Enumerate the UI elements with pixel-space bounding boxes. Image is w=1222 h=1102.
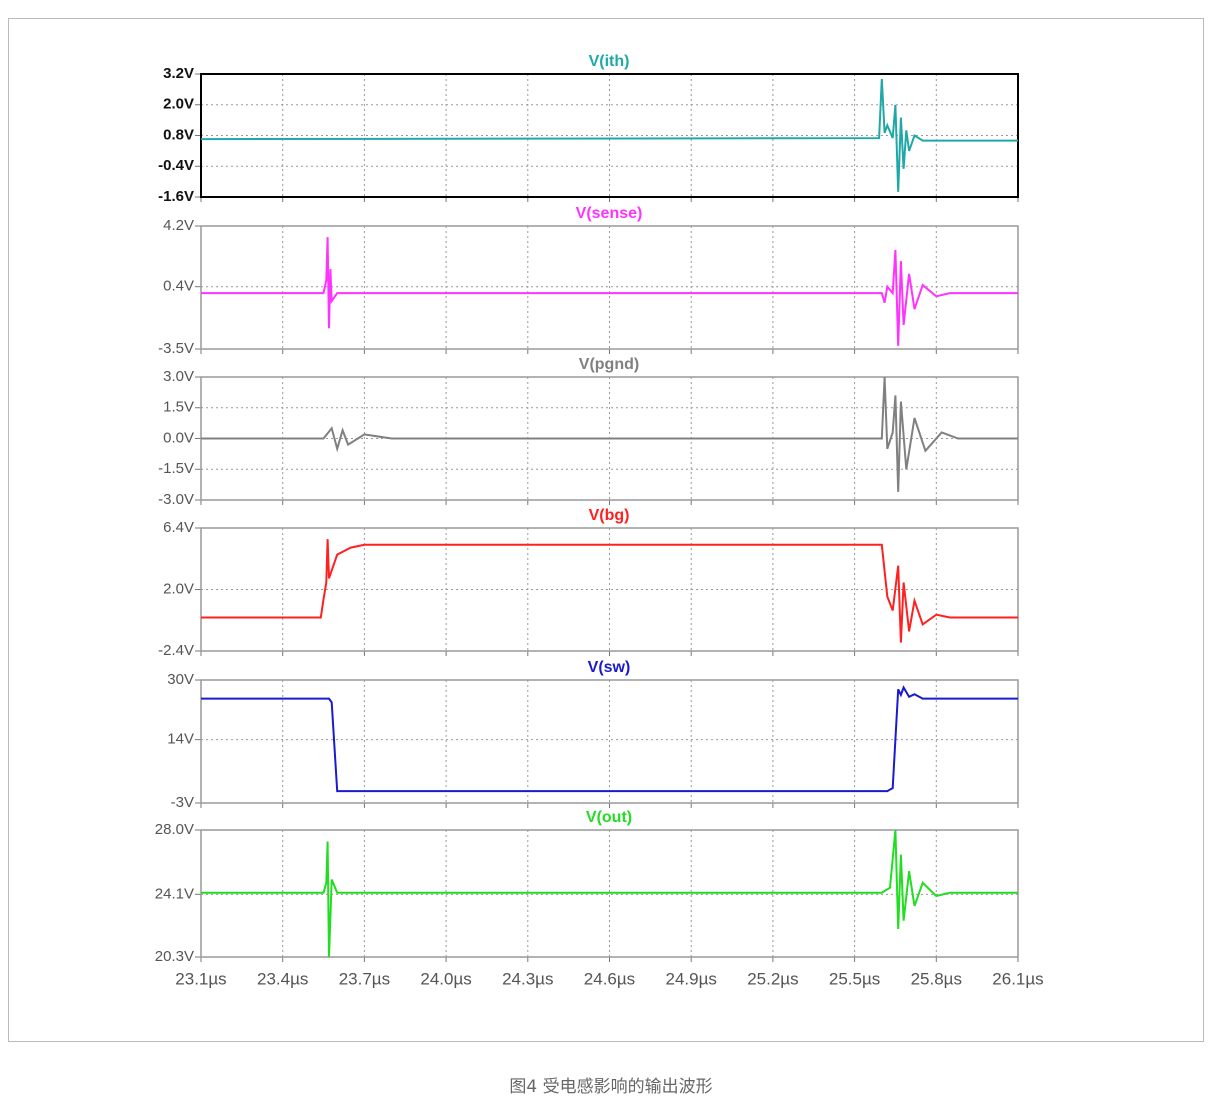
- plot-border: [200, 527, 1019, 652]
- x-tick-label: 25.5µs: [829, 969, 880, 988]
- x-tick-label: 25.8µs: [911, 969, 962, 988]
- series-title: V(sense): [576, 205, 643, 222]
- series-title: V(ith): [589, 53, 630, 70]
- waveform: [201, 539, 1018, 643]
- series-title: V(sw): [588, 659, 631, 676]
- y-tick-label: 3.0V: [163, 368, 194, 385]
- panel: -3V 14V 30V V(sw): [167, 659, 1019, 811]
- waveform: [200, 79, 1018, 192]
- y-tick-label: -3V: [171, 794, 194, 811]
- y-tick-label: 24.1V: [155, 885, 194, 902]
- y-tick-label: 2.0V: [163, 580, 194, 597]
- y-tick-label: 0.0V: [163, 429, 194, 446]
- panel: 23.1µs 23.4µs 23.7µs 24.0µs 24.3µs 24.6µs 24.9…: [155, 809, 1044, 988]
- caption: 图4 受电感影响的输出波形: [509, 1077, 713, 1097]
- y-tick-label: -2.4V: [158, 642, 194, 659]
- y-tick-label: -1.6V: [158, 188, 194, 205]
- y-tick-label: 0.8V: [163, 126, 194, 143]
- x-tick-label: 23.4µs: [257, 969, 308, 988]
- waveform: [201, 376, 1018, 492]
- plot-border: [200, 225, 1019, 350]
- y-tick-label: 0.4V: [163, 278, 194, 295]
- panel: -3.5V 0.4V 4.2V V(sense): [158, 205, 1019, 357]
- figure-frame: [8, 18, 1204, 1042]
- x-tick-label: 25.2µs: [747, 969, 798, 988]
- panel: -3.0V -1.5V 0.0V 1.5V 3.0V V(pgnd): [158, 356, 1019, 508]
- x-tick-label: 26.1µs: [992, 969, 1043, 988]
- plot-border: [200, 679, 1019, 804]
- x-tick-label: 24.0µs: [420, 969, 471, 988]
- x-tick-label: 23.7µs: [339, 969, 390, 988]
- y-tick-label: 4.2V: [163, 217, 194, 234]
- y-tick-label: -1.5V: [158, 460, 194, 477]
- series-title: V(out): [586, 809, 632, 826]
- x-tick-label: 24.6µs: [584, 969, 635, 988]
- y-tick-label: 1.5V: [163, 399, 194, 416]
- y-tick-label: 20.3V: [155, 948, 194, 965]
- panel: -2.4V 2.0V 6.4V V(bg): [158, 507, 1019, 659]
- series-title: V(pgnd): [579, 356, 639, 373]
- y-tick-label: 14V: [167, 731, 194, 748]
- waveform: [201, 237, 1018, 346]
- y-tick-label: 3.2V: [163, 65, 194, 82]
- y-tick-label: 30V: [167, 671, 194, 688]
- y-tick-label: 6.4V: [163, 519, 194, 536]
- y-tick-label: -0.4V: [158, 157, 194, 174]
- y-tick-label: -3.0V: [158, 491, 194, 508]
- x-tick-label: 24.9µs: [666, 969, 717, 988]
- waveform: [201, 685, 1018, 793]
- x-tick-label: 24.3µs: [502, 969, 553, 988]
- y-tick-label: -3.5V: [158, 340, 194, 357]
- y-tick-label: 28.0V: [155, 821, 194, 838]
- series-title: V(bg): [589, 507, 630, 524]
- x-tick-label: 23.1µs: [175, 969, 226, 988]
- chart: -1.6V -0.4V 0.8V 2.0V 3.2V V(ith) -3.5V 0.4V 4.2…: [155, 53, 1044, 988]
- y-tick-label: 2.0V: [163, 96, 194, 113]
- plot-border: [200, 73, 1019, 198]
- panel: -1.6V -0.4V 0.8V 2.0V 3.2V V(ith): [158, 53, 1019, 205]
- waveform: [201, 829, 1018, 958]
